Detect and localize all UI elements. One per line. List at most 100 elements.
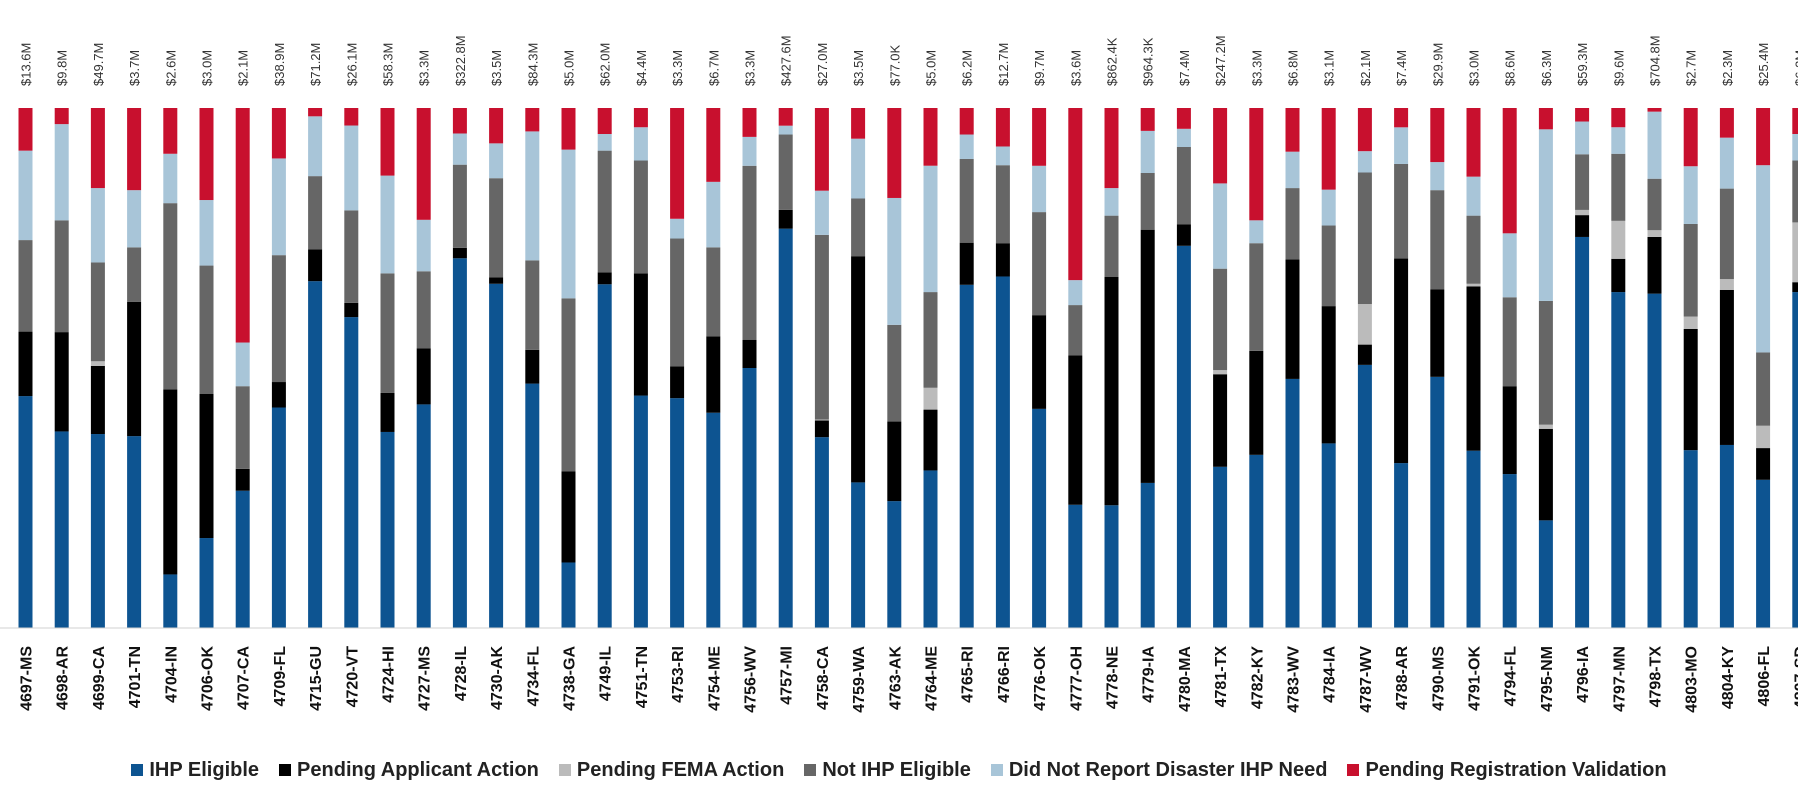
bar-segment-pending-applicant-action bbox=[1068, 355, 1083, 505]
bar-segment-did-not-report-disaster-ihp-need bbox=[1140, 130, 1155, 173]
bar-segment-pending-applicant-action bbox=[308, 249, 323, 282]
bar-segment-not-ihp-eligible bbox=[1032, 212, 1047, 316]
category-tick-label: 4728-IL bbox=[453, 646, 470, 701]
category-tick-label: 4763-AK bbox=[887, 646, 904, 710]
bar-segment-not-ihp-eligible bbox=[1213, 268, 1228, 371]
bar-segment-pending-registration-validation bbox=[1683, 108, 1698, 167]
bar-segment-pending-registration-validation bbox=[18, 108, 33, 151]
category-tick-label: 4709-FL bbox=[272, 646, 289, 707]
bar-segment-ihp-eligible bbox=[597, 284, 612, 628]
bar-segment-ihp-eligible bbox=[1430, 376, 1445, 628]
bar-segment-did-not-report-disaster-ihp-need bbox=[489, 143, 504, 179]
bar-segment-not-ihp-eligible bbox=[380, 273, 395, 393]
category-tick-label: 4780-MA bbox=[1177, 646, 1194, 712]
bar-segment-not-ihp-eligible bbox=[742, 165, 757, 340]
bar-segment-did-not-report-disaster-ihp-need bbox=[851, 138, 866, 199]
legend: IHP Eligible Pending Applicant Action Pend… bbox=[0, 755, 1798, 785]
bar-segment-pending-registration-validation bbox=[1575, 108, 1590, 122]
bar-segment-pending-registration-validation bbox=[1249, 108, 1264, 221]
bar-segment-pending-applicant-action bbox=[1611, 258, 1626, 293]
bar-segment-pending-applicant-action bbox=[90, 365, 105, 435]
category-tick-label: 4757-MI bbox=[779, 646, 796, 705]
total-value-label: $38.9M bbox=[272, 43, 287, 86]
bar-segment-did-not-report-disaster-ihp-need bbox=[1683, 166, 1698, 224]
bar-segment-pending-registration-validation bbox=[1140, 108, 1155, 131]
bar-segment-did-not-report-disaster-ihp-need bbox=[1321, 189, 1336, 226]
total-value-label: $2.1M bbox=[236, 50, 251, 86]
bar-segment-pending-registration-validation bbox=[778, 108, 793, 126]
legend-label: Did Not Report Disaster IHP Need bbox=[1008, 758, 1328, 781]
bar-segment-pending-registration-validation bbox=[1611, 108, 1626, 128]
category-tick-label: 4798-TX bbox=[1648, 646, 1665, 708]
bar-segment-pending-fema-action bbox=[1647, 230, 1662, 237]
bar-segment-not-ihp-eligible bbox=[1140, 173, 1155, 230]
bar-segment-did-not-report-disaster-ihp-need bbox=[452, 133, 467, 165]
total-value-label: $427.6M bbox=[779, 35, 794, 86]
bar-segment-did-not-report-disaster-ihp-need bbox=[54, 124, 69, 221]
bar-segment-pending-applicant-action bbox=[380, 392, 395, 432]
bar-segment-pending-registration-validation bbox=[1538, 108, 1553, 130]
bar-segment-did-not-report-disaster-ihp-need bbox=[1104, 188, 1119, 216]
bar-segment-pending-registration-validation bbox=[1430, 108, 1445, 163]
bar-segment-did-not-report-disaster-ihp-need bbox=[1430, 162, 1445, 191]
total-value-label: $2.7M bbox=[1684, 50, 1699, 86]
bar-segment-ihp-eligible bbox=[1357, 364, 1372, 628]
bar-segment-not-ihp-eligible bbox=[127, 247, 142, 302]
bar-segment-did-not-report-disaster-ihp-need bbox=[778, 125, 793, 135]
bar-segment-ihp-eligible bbox=[271, 407, 286, 628]
bar-segment-pending-fema-action bbox=[90, 361, 105, 366]
bar-segment-pending-applicant-action bbox=[1647, 236, 1662, 294]
category-tick-label: 4724-HI bbox=[381, 646, 398, 703]
total-value-label: $3.3M bbox=[743, 50, 758, 86]
bar-segment-pending-registration-validation bbox=[308, 108, 323, 117]
bar-segment-not-ihp-eligible bbox=[452, 164, 467, 248]
bar-segment-did-not-report-disaster-ihp-need bbox=[416, 219, 431, 272]
bar-segment-ihp-eligible bbox=[452, 258, 467, 628]
total-value-label: $8.6M bbox=[1503, 50, 1518, 86]
legend-item-pending-registration-validation: Pending Registration Validation bbox=[1347, 759, 1667, 782]
bar-segment-ihp-eligible bbox=[1466, 450, 1481, 628]
total-value-label: $247.2M bbox=[1213, 35, 1228, 86]
bar-segment-pending-registration-validation bbox=[416, 108, 431, 220]
bar-segment-did-not-report-disaster-ihp-need bbox=[1249, 220, 1264, 244]
category-tick-label: 4794-FL bbox=[1503, 646, 1520, 707]
bar-segment-ihp-eligible bbox=[127, 436, 142, 628]
total-value-label: $58.3M bbox=[381, 43, 396, 86]
total-value-label: $5.0M bbox=[924, 50, 939, 86]
bar-segment-did-not-report-disaster-ihp-need bbox=[127, 190, 142, 248]
category-tick-label: 4730-AK bbox=[489, 646, 506, 710]
total-value-label: $3.0M bbox=[200, 50, 215, 86]
total-value-label: $3.0M bbox=[1467, 50, 1482, 86]
bar-segment-ihp-eligible bbox=[1611, 292, 1626, 628]
bar-segment-not-ihp-eligible bbox=[1719, 188, 1734, 280]
bar-segment-did-not-report-disaster-ihp-need bbox=[814, 190, 829, 235]
total-value-label: $3.7M bbox=[127, 50, 142, 86]
bar-segment-not-ihp-eligible bbox=[670, 238, 685, 367]
category-tick-label: 4699-CA bbox=[91, 646, 108, 710]
bar-segment-pending-registration-validation bbox=[1719, 108, 1734, 138]
total-value-label: $26.1M bbox=[344, 43, 359, 86]
total-value-label: $6.2M bbox=[1792, 50, 1798, 86]
bar-segment-not-ihp-eligible bbox=[1357, 172, 1372, 305]
bar-segment-pending-applicant-action bbox=[1249, 350, 1264, 455]
total-value-label: $77.0K bbox=[887, 44, 902, 86]
bar-segment-ihp-eligible bbox=[1032, 408, 1047, 628]
bar-segment-ihp-eligible bbox=[1140, 482, 1155, 628]
bar-segment-ihp-eligible bbox=[1249, 454, 1264, 628]
bar-segment-ihp-eligible bbox=[1756, 479, 1771, 628]
total-value-label: $6.7M bbox=[706, 50, 721, 86]
bar-segment-not-ihp-eligible bbox=[416, 271, 431, 349]
category-tick-label: 4803-MO bbox=[1684, 646, 1701, 713]
bar-segment-not-ihp-eligible bbox=[489, 178, 504, 278]
bar-segment-ihp-eligible bbox=[959, 284, 974, 628]
legend-item-ihp-eligible: IHP Eligible bbox=[131, 759, 259, 782]
bar-segment-pending-applicant-action bbox=[1792, 282, 1798, 293]
bar-segment-not-ihp-eligible bbox=[887, 324, 902, 422]
bar-segment-did-not-report-disaster-ihp-need bbox=[1357, 151, 1372, 173]
bar-segment-did-not-report-disaster-ihp-need bbox=[633, 127, 648, 161]
bar-segment-not-ihp-eligible bbox=[633, 160, 648, 274]
total-value-label: $2.1M bbox=[1358, 50, 1373, 86]
bar-segment-pending-fema-action bbox=[1575, 209, 1590, 216]
bar-segment-pending-registration-validation bbox=[90, 108, 105, 189]
bar-segment-not-ihp-eligible bbox=[18, 240, 33, 332]
